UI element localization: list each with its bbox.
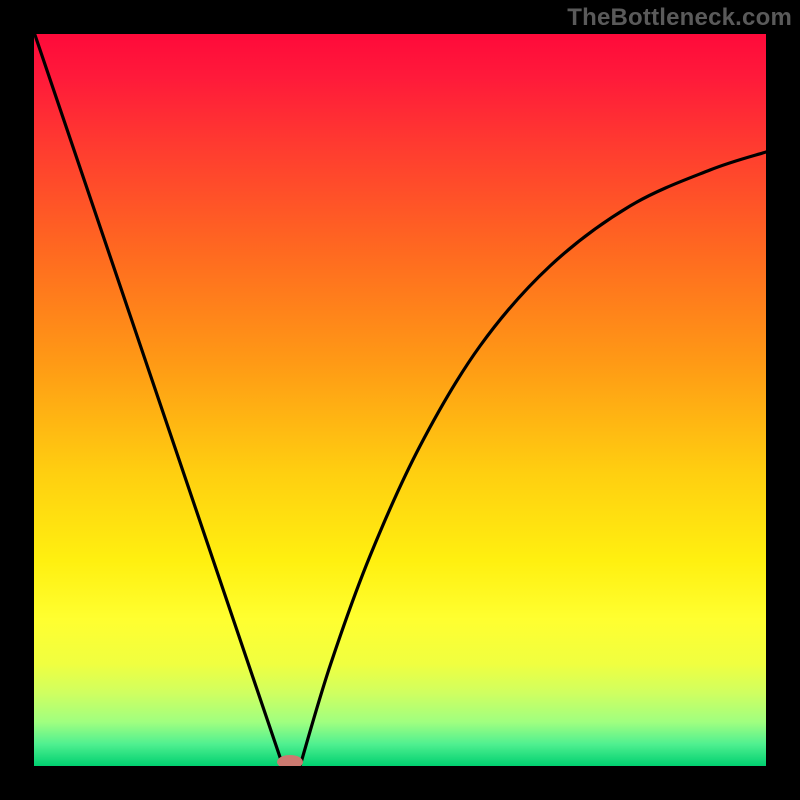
chart-background-gradient [34,34,766,766]
watermark-text: TheBottleneck.com [567,4,792,32]
bottleneck-chart [0,0,800,800]
chart-frame: TheBottleneck.com [0,0,800,800]
